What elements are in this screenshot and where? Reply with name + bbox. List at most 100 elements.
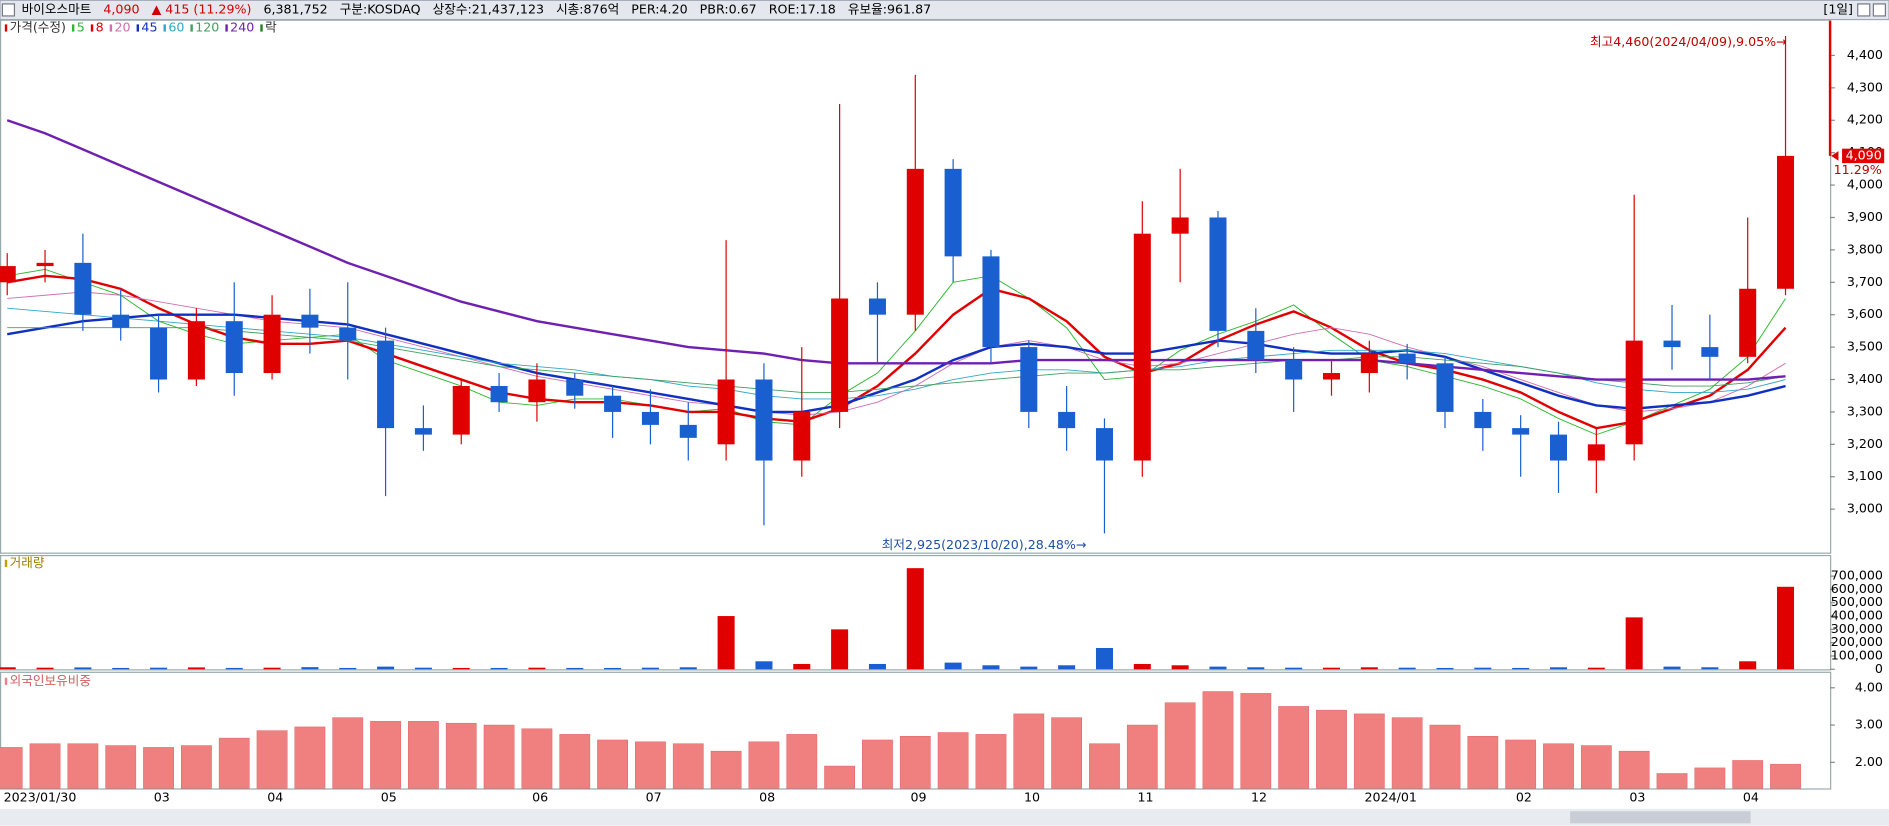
y-tick-label: 4,300 bbox=[1847, 79, 1883, 94]
candle-body bbox=[1436, 363, 1454, 412]
candle-body bbox=[1701, 347, 1719, 357]
period[interactable]: [1일] bbox=[1823, 1, 1853, 16]
foreign-bar bbox=[408, 721, 439, 789]
x-tick-label: 05 bbox=[381, 790, 397, 805]
foreign-bar bbox=[521, 728, 553, 789]
menu-icon[interactable] bbox=[1, 3, 16, 17]
volume-bar bbox=[793, 663, 811, 670]
foreign-bar bbox=[937, 732, 969, 789]
x-tick-label: 2024/01 bbox=[1365, 790, 1417, 805]
foreign-bar bbox=[0, 747, 23, 789]
legend-swatch bbox=[109, 24, 113, 32]
foreign-bar bbox=[67, 743, 99, 789]
legend-label: 5 bbox=[77, 19, 85, 34]
foreign-bar bbox=[143, 747, 174, 789]
candle-body bbox=[339, 327, 357, 341]
candle-body bbox=[150, 327, 168, 380]
foreign-bar bbox=[294, 726, 326, 789]
volume-bar bbox=[566, 667, 584, 670]
volume-bar bbox=[36, 667, 54, 670]
volume-bar bbox=[1322, 667, 1341, 670]
legend-swatch bbox=[90, 24, 94, 32]
header-item: 바이오스마트 bbox=[22, 1, 92, 16]
y-tick-label: 400,000 bbox=[1831, 608, 1883, 623]
candle-body bbox=[1587, 444, 1605, 461]
volume-bar bbox=[1285, 667, 1303, 670]
foreign-bar bbox=[483, 724, 515, 789]
volume-bar bbox=[225, 667, 243, 670]
volume-bar bbox=[112, 667, 130, 670]
volume-bar bbox=[1625, 617, 1643, 670]
foreign-bar bbox=[1429, 724, 1461, 789]
volume-bar bbox=[339, 667, 357, 670]
legend-label: 가격(수정) bbox=[10, 19, 66, 34]
candle-body bbox=[1322, 373, 1341, 380]
volume-bar bbox=[1398, 667, 1416, 670]
candle-body bbox=[1474, 411, 1492, 429]
legend-swatch bbox=[260, 24, 263, 32]
candle-body bbox=[263, 314, 281, 374]
foreign-bar bbox=[597, 739, 628, 789]
volume-bar bbox=[1360, 667, 1378, 670]
y-tick-label: 0 bbox=[1875, 661, 1883, 676]
x-tick-label: 03 bbox=[1629, 790, 1645, 805]
ma-line bbox=[6, 119, 1786, 381]
legend-label: 20 bbox=[115, 19, 131, 34]
candle-body bbox=[831, 298, 849, 412]
volume-bar bbox=[1587, 667, 1605, 670]
legend-label: 120 bbox=[195, 19, 219, 34]
volume-bar bbox=[263, 667, 281, 670]
foreign-bar bbox=[1353, 713, 1385, 789]
x-tick-label: 2023/01/30 bbox=[4, 790, 77, 805]
volume-bar bbox=[377, 666, 395, 670]
volume-bar bbox=[452, 667, 470, 670]
x-tick-label: 04 bbox=[1743, 790, 1759, 805]
close-button[interactable] bbox=[1872, 3, 1886, 17]
foreign-bar bbox=[824, 765, 855, 789]
volume-bar bbox=[944, 662, 962, 670]
header-item: 구분:KOSDAQ bbox=[340, 1, 421, 16]
candle-body bbox=[1625, 340, 1643, 445]
candle-body bbox=[301, 314, 319, 328]
foreign-bar bbox=[1656, 773, 1688, 789]
scroll-thumb[interactable] bbox=[1570, 811, 1751, 824]
window-button[interactable] bbox=[1857, 3, 1871, 17]
legend-swatch bbox=[225, 24, 228, 32]
header-item: 상장수:21,437,123 bbox=[433, 1, 544, 16]
legend-label: 240 bbox=[230, 19, 254, 34]
volume-bar bbox=[679, 667, 697, 670]
y-tick-label: 3,900 bbox=[1847, 209, 1883, 224]
candle-body bbox=[36, 262, 54, 267]
foreign-bar bbox=[256, 730, 288, 789]
candle-body bbox=[1777, 155, 1795, 289]
candle-body bbox=[1171, 217, 1189, 234]
low-annotation: 최저2,925(2023/10/20),28.48%→ bbox=[882, 537, 1087, 552]
candle-body bbox=[1549, 434, 1568, 461]
price-arrow bbox=[1831, 151, 1839, 161]
header-item: PER:4.20 bbox=[631, 1, 687, 16]
foreign-bar bbox=[975, 734, 1007, 789]
header-item: 6,381,752 bbox=[263, 1, 327, 16]
scrollbar[interactable] bbox=[0, 808, 1889, 826]
volume-bar bbox=[717, 616, 735, 670]
volume-bar bbox=[1171, 665, 1189, 670]
foreign-bar bbox=[1164, 702, 1196, 789]
y-tick-label: 3,000 bbox=[1847, 501, 1883, 516]
legend-label: 8 bbox=[96, 19, 104, 34]
volume-bar bbox=[414, 667, 432, 670]
candle-body bbox=[641, 411, 659, 425]
y-tick-label: 500,000 bbox=[1831, 594, 1883, 609]
candle-body bbox=[679, 424, 697, 438]
y-tick-label: 3,300 bbox=[1847, 403, 1883, 418]
y-tick-label: 3.00 bbox=[1855, 717, 1883, 732]
foreign-bar bbox=[1240, 693, 1272, 789]
volume-bar bbox=[0, 667, 16, 670]
volume-bar bbox=[1777, 586, 1795, 670]
x-tick-label: 03 bbox=[154, 790, 170, 805]
candle-body bbox=[604, 395, 622, 412]
foreign-bar bbox=[862, 739, 893, 789]
foreign-bar bbox=[1580, 745, 1612, 789]
candle-body bbox=[1360, 353, 1378, 374]
volume-bar bbox=[1058, 665, 1076, 670]
